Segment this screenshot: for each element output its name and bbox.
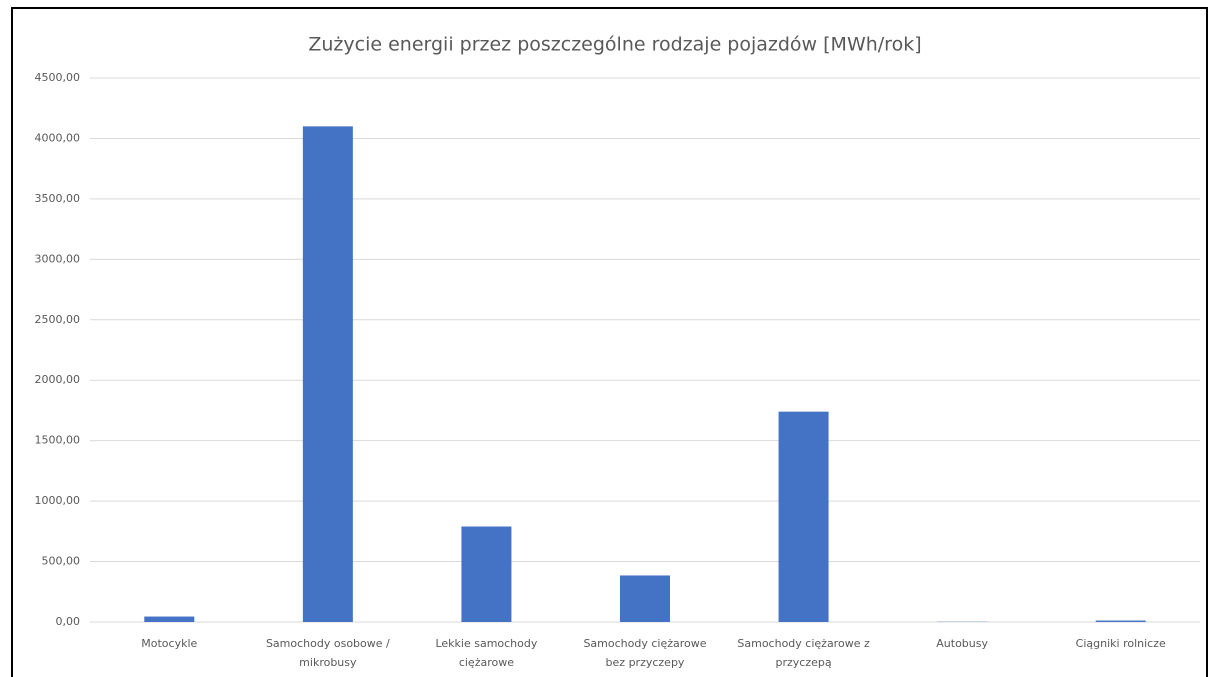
x-tick-label-line: Samochody osobowe / (266, 637, 390, 650)
x-tick-label: Samochody osobowe / mikrobusy (266, 637, 390, 669)
x-tick-label: Ciągniki rolnicze (1076, 637, 1166, 650)
x-tick-label-line: Samochody ciężarowe z (737, 637, 870, 650)
x-tick-label-line: Lekkie samochody (435, 637, 537, 650)
x-tick-label: Samochody ciężarowe z przyczepą (737, 637, 870, 669)
x-tick-label-line: Samochody ciężarowe (583, 637, 706, 650)
x-tick-label: Samochody ciężarowe bez przyczepy (583, 637, 706, 669)
x-tick-label: Autobusy (936, 637, 988, 650)
x-tick-label-line: Autobusy (936, 637, 988, 650)
chart-title: Zużycie energii przez poszczególne rodza… (308, 34, 921, 56)
x-tick-label-line: bez przyczepy (606, 656, 685, 669)
x-tick-label-line: ciężarowe (459, 656, 514, 669)
chart-frame (11, 7, 1208, 677)
x-tick-label-line: Motocykle (141, 637, 197, 650)
y-tick-label: 4500,00 (35, 71, 81, 84)
y-tick-label: 3000,00 (35, 252, 81, 265)
x-tick-label-line: przyczepą (776, 656, 832, 669)
bar (1095, 620, 1146, 622)
bar (461, 526, 512, 622)
y-tick-label: 1500,00 (35, 434, 81, 447)
bar (302, 126, 353, 622)
y-tick-label: 2500,00 (35, 313, 81, 326)
x-tick-label: Lekkie samochody ciężarowe (435, 637, 537, 669)
y-tick-label: 500,00 (42, 555, 81, 568)
y-tick-label: 1000,00 (35, 494, 81, 507)
y-tick-label: 3500,00 (35, 192, 81, 205)
bar (620, 575, 670, 622)
x-tick-label-line: mikrobusy (299, 656, 357, 669)
bar (778, 411, 829, 622)
x-tick-label: Motocykle (141, 637, 197, 650)
bar (144, 616, 195, 622)
y-tick-label: 0,00 (56, 615, 81, 628)
y-tick-label: 4000,00 (35, 131, 81, 144)
y-tick-label: 2000,00 (35, 373, 81, 386)
x-tick-label-line: Ciągniki rolnicze (1076, 637, 1166, 650)
